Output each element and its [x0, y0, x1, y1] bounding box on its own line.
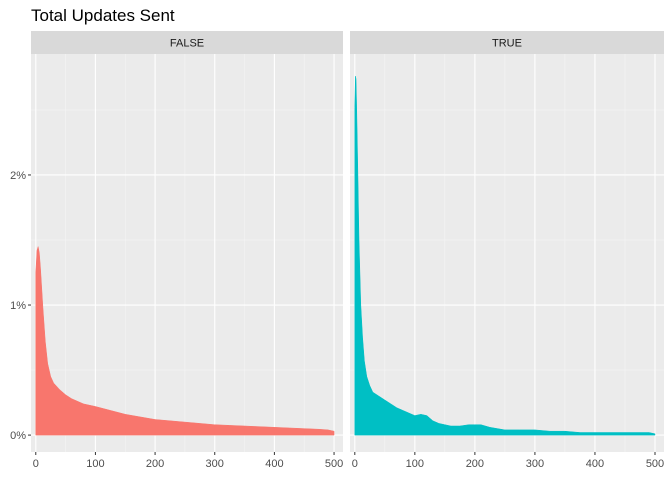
- x-tick-label-true: 300: [526, 458, 544, 470]
- x-tick-label-false: 200: [146, 458, 164, 470]
- x-tick-label-true: 200: [466, 458, 484, 470]
- chart-title: Total Updates Sent: [31, 6, 175, 25]
- density-area-true: [354, 76, 656, 436]
- facet-strip-label-true: TRUE: [492, 38, 522, 50]
- x-tick-label-true: 0: [352, 458, 358, 470]
- facet-strip-true: [350, 31, 664, 54]
- y-tick-label: 2%: [10, 170, 26, 182]
- facet-strip-label-false: FALSE: [170, 38, 204, 50]
- y-tick-label: 0%: [10, 430, 26, 442]
- x-tick-label-false: 0: [33, 458, 39, 470]
- x-tick-label-true: 100: [406, 458, 424, 470]
- panel-background-false: [31, 54, 343, 452]
- density-area-false: [35, 246, 335, 436]
- x-tick-label-false: 100: [86, 458, 104, 470]
- x-tick-label-false: 300: [206, 458, 224, 470]
- x-tick-label-false: 500: [325, 458, 343, 470]
- x-tick-label-true: 500: [646, 458, 664, 470]
- facet-strip-false: [31, 31, 343, 54]
- y-tick-label: 1%: [10, 300, 26, 312]
- x-tick-label-false: 400: [265, 458, 283, 470]
- x-tick-label-true: 400: [586, 458, 604, 470]
- panel-background-true: [350, 54, 664, 452]
